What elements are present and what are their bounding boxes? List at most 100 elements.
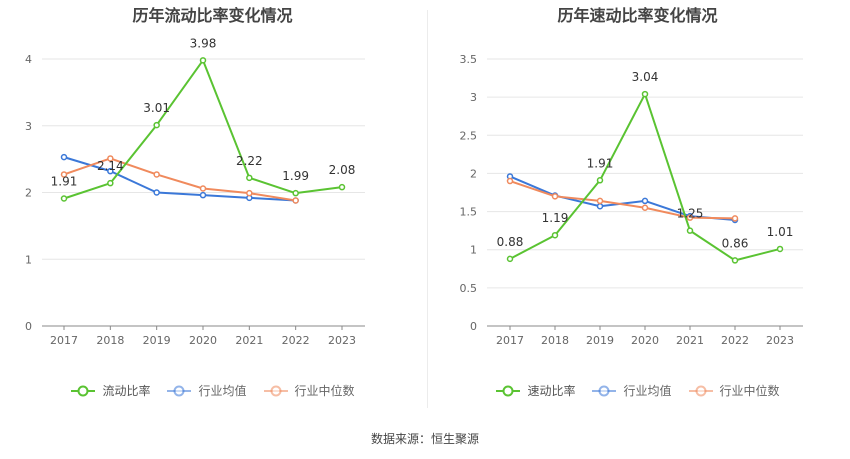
series-line-industry-mean <box>63 156 296 202</box>
chart-legend: 流动比率 行业均值 行业中位数 <box>0 382 425 399</box>
chart-legend: 速动比率 行业均值 行业中位数 <box>425 382 850 399</box>
data-point <box>506 177 514 185</box>
legend-marker-icon <box>71 385 96 396</box>
x-tick-label: 2022 <box>721 334 749 347</box>
chart-title: 历年速动比率变化情况 <box>557 6 718 25</box>
legend-marker-icon <box>263 385 288 396</box>
chart-panel-quick-ratio: 历年速动比率变化情况 0 0.5 1 1.5 2 2.5 3 3.5 2017 2018 2019 2… <box>425 0 850 420</box>
legend-label: 行业中位数 <box>719 384 780 398</box>
data-label: 1.99 <box>282 169 309 183</box>
legend-item[interactable]: 行业中位数 <box>263 382 355 399</box>
chart-title: 历年流动比率变化情况 <box>132 6 293 25</box>
legend-item[interactable]: 行业中位数 <box>688 382 780 399</box>
data-point <box>731 215 739 222</box>
data-point <box>199 191 207 199</box>
chart-panel-current-ratio: 历年流动比率变化情况 0 1 2 3 4 2017 2018 2019 2020 2021 2022… <box>0 0 425 420</box>
legend-label: 行业中位数 <box>294 384 355 398</box>
x-tick-label: 2020 <box>631 334 659 347</box>
line-chart-current-ratio: 0 1 2 3 4 2017 2018 2019 2020 2021 2022 2023 1.91 2.1… <box>25 36 365 347</box>
data-point <box>551 231 559 239</box>
data-point <box>596 177 604 184</box>
data-label: 2.08 <box>329 163 356 177</box>
legend-marker-icon <box>167 385 192 396</box>
x-tick-label: 2023 <box>328 334 356 347</box>
data-point <box>60 195 68 202</box>
data-point <box>107 167 114 175</box>
line-chart-quick-ratio: 0 0.5 1 1.5 2 2.5 3 3.5 2017 2018 2019 2020 2021 2022… <box>460 53 803 347</box>
legend-item[interactable]: 行业均值 <box>591 382 672 399</box>
legend-label: 行业均值 <box>623 384 672 398</box>
data-point <box>199 57 207 64</box>
y-tick-label: 1 <box>470 244 477 257</box>
x-tick-label: 2017 <box>50 334 78 347</box>
x-tick-label: 2018 <box>96 334 124 347</box>
y-tick-label: 2 <box>470 167 477 180</box>
data-point <box>246 174 253 182</box>
data-label: 0.88 <box>497 235 524 249</box>
x-tick-label: 2022 <box>282 334 310 347</box>
legend-item[interactable]: 速动比率 <box>495 382 575 399</box>
y-tick-label: 3 <box>470 91 477 104</box>
legend-marker-icon <box>688 385 713 396</box>
y-tick-label: 2 <box>25 187 32 200</box>
series-line-industry-median <box>509 180 736 220</box>
data-point <box>641 197 649 205</box>
x-tick-label: 2021 <box>676 334 704 347</box>
legend-label: 速动比率 <box>527 384 576 398</box>
data-point <box>60 171 68 178</box>
data-label: 1.19 <box>542 211 569 225</box>
data-point <box>686 214 694 221</box>
data-label: 1.91 <box>587 156 614 170</box>
data-point <box>596 197 604 205</box>
data-point <box>199 185 207 192</box>
data-point <box>641 204 649 212</box>
legend-item[interactable]: 行业均值 <box>166 382 247 399</box>
data-point <box>338 183 346 191</box>
data-point <box>107 179 114 187</box>
x-tick-label: 2020 <box>189 334 217 347</box>
data-source-note: 数据来源：恒生聚源 <box>370 432 479 446</box>
data-label: 3.01 <box>143 101 170 115</box>
x-tick-label: 2019 <box>143 334 171 347</box>
data-label: 3.98 <box>190 36 217 50</box>
y-tick-label: 4 <box>25 53 32 66</box>
data-label: 1.25 <box>677 207 704 221</box>
data-label: 1.91 <box>51 175 78 189</box>
x-tick-label: 2017 <box>496 334 524 347</box>
data-point <box>153 171 160 178</box>
data-point <box>107 155 114 162</box>
legend-label: 行业均值 <box>198 384 247 398</box>
series-line-industry-median <box>63 157 296 202</box>
data-point <box>641 90 649 98</box>
data-point <box>60 153 68 161</box>
y-tick-label: 3 <box>25 120 32 133</box>
x-tick-label: 2018 <box>541 334 569 347</box>
legend-item[interactable]: 流动比率 <box>70 382 150 399</box>
x-tick-label: 2021 <box>235 334 263 347</box>
data-point <box>686 227 694 234</box>
data-point <box>153 121 160 129</box>
data-label: 0.86 <box>722 236 749 250</box>
x-tick-label: 2023 <box>766 334 794 347</box>
data-point <box>506 255 514 263</box>
y-tick-label: 3.5 <box>460 53 478 66</box>
data-point <box>776 245 784 253</box>
data-label: 1.01 <box>767 225 794 239</box>
y-tick-label: 1 <box>25 253 32 266</box>
data-point <box>292 197 299 204</box>
data-point <box>596 202 604 210</box>
data-point <box>292 189 299 197</box>
data-label: 3.04 <box>632 70 659 84</box>
data-point <box>551 193 559 200</box>
data-label: 2.14 <box>97 159 124 173</box>
y-tick-label: 1.5 <box>460 206 478 219</box>
data-point <box>731 257 739 264</box>
y-tick-label: 0.5 <box>460 282 478 295</box>
y-tick-label: 2.5 <box>460 129 478 142</box>
legend-marker-icon <box>592 385 617 396</box>
y-tick-label: 0 <box>25 320 32 333</box>
legend-marker-icon <box>496 385 521 396</box>
data-point <box>153 189 160 196</box>
data-label: 2.22 <box>236 154 263 168</box>
y-tick-label: 0 <box>470 320 477 333</box>
